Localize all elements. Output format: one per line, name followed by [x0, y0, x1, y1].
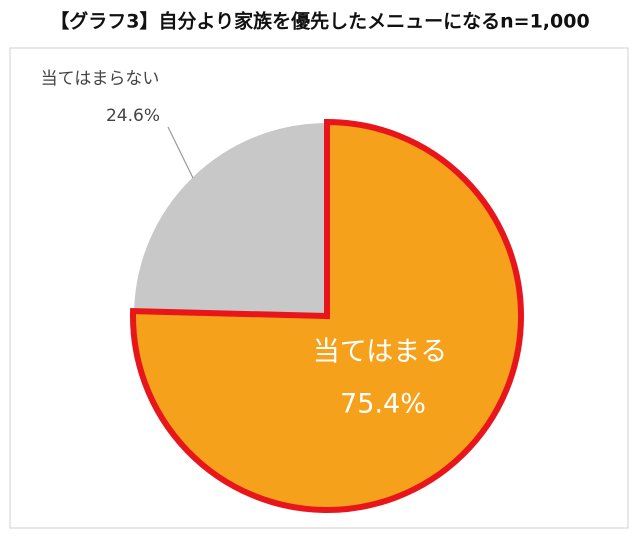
slice-label: 当てはまらない	[41, 69, 160, 89]
slice-label: 当てはまる	[313, 337, 447, 368]
slice-value-label: 24.6%	[106, 106, 160, 126]
slice-value-label: 75.4%	[340, 389, 426, 420]
leader-line	[167, 126, 194, 179]
pie-slice	[130, 118, 524, 513]
pie-slice	[132, 120, 328, 318]
chart-title: 【グラフ3】自分より家族を優先したメニューになるn=1,000	[50, 10, 589, 33]
